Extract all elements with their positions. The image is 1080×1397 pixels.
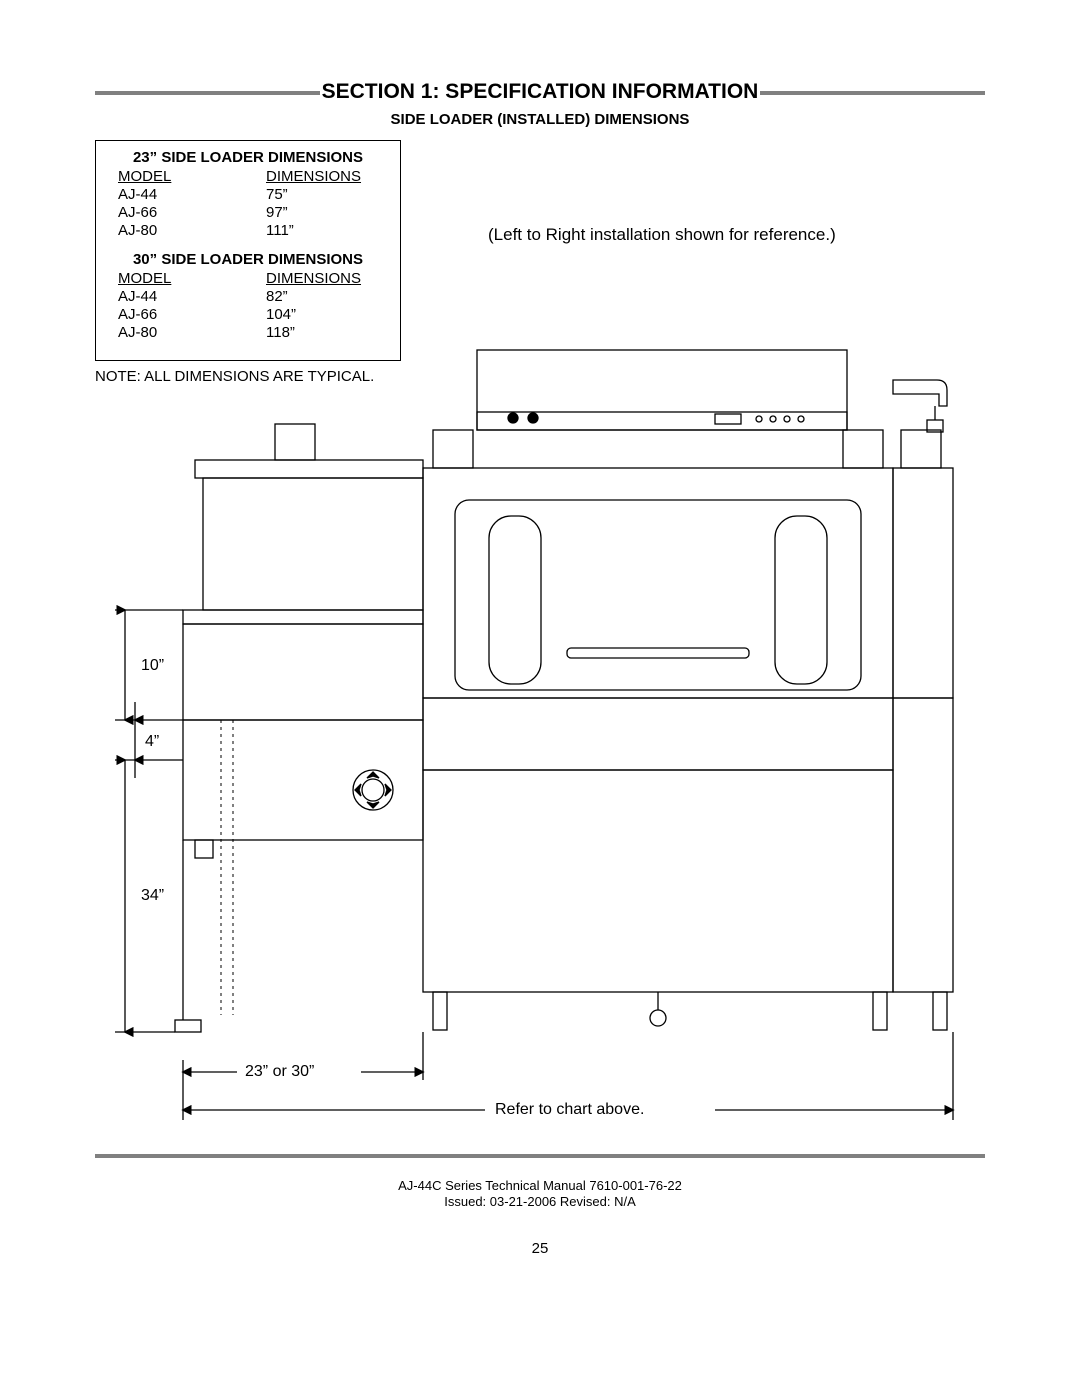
- table-row: 97”: [226, 204, 390, 221]
- dim-10in: 10”: [141, 657, 164, 674]
- footer-rule: [95, 1154, 985, 1158]
- table-header-model: MODEL: [106, 270, 226, 287]
- table-23-title: 23” SIDE LOADER DIMENSIONS: [106, 149, 390, 166]
- page-number: 25: [0, 1240, 1080, 1257]
- page-subheader: SIDE LOADER (INSTALLED) DIMENSIONS: [0, 111, 1080, 128]
- table-row: 111”: [226, 222, 390, 239]
- section-title: SECTION 1: SPECIFICATION INFORMATION: [0, 80, 1080, 104]
- footer-line-1: AJ-44C Series Technical Manual 7610-001-…: [0, 1178, 1080, 1193]
- table-row: 82”: [226, 288, 390, 305]
- table-row: AJ-44: [106, 186, 226, 203]
- table-row: AJ-80: [106, 222, 226, 239]
- table-row: AJ-44: [106, 288, 226, 305]
- table-header-dim: DIMENSIONS: [226, 270, 390, 287]
- footer-line-2: Issued: 03-21-2006 Revised: N/A: [0, 1194, 1080, 1209]
- table-header-dim: DIMENSIONS: [226, 168, 390, 185]
- reference-note: (Left to Right installation shown for re…: [488, 225, 836, 245]
- dim-23or30: 23” or 30”: [245, 1063, 314, 1080]
- installation-diagram: 10” 4” 34” 23” or 30” Refer to chart abo…: [95, 320, 985, 1130]
- table-row: 75”: [226, 186, 390, 203]
- dim-34in: 34”: [141, 887, 164, 904]
- table-23: MODEL DIMENSIONS AJ-44 75” AJ-66 97” AJ-…: [106, 168, 390, 239]
- table-30-title: 30” SIDE LOADER DIMENSIONS: [106, 251, 390, 268]
- dim-4in: 4”: [145, 733, 159, 750]
- table-header-model: MODEL: [106, 168, 226, 185]
- dim-refer: Refer to chart above.: [495, 1101, 644, 1118]
- table-row: AJ-66: [106, 204, 226, 221]
